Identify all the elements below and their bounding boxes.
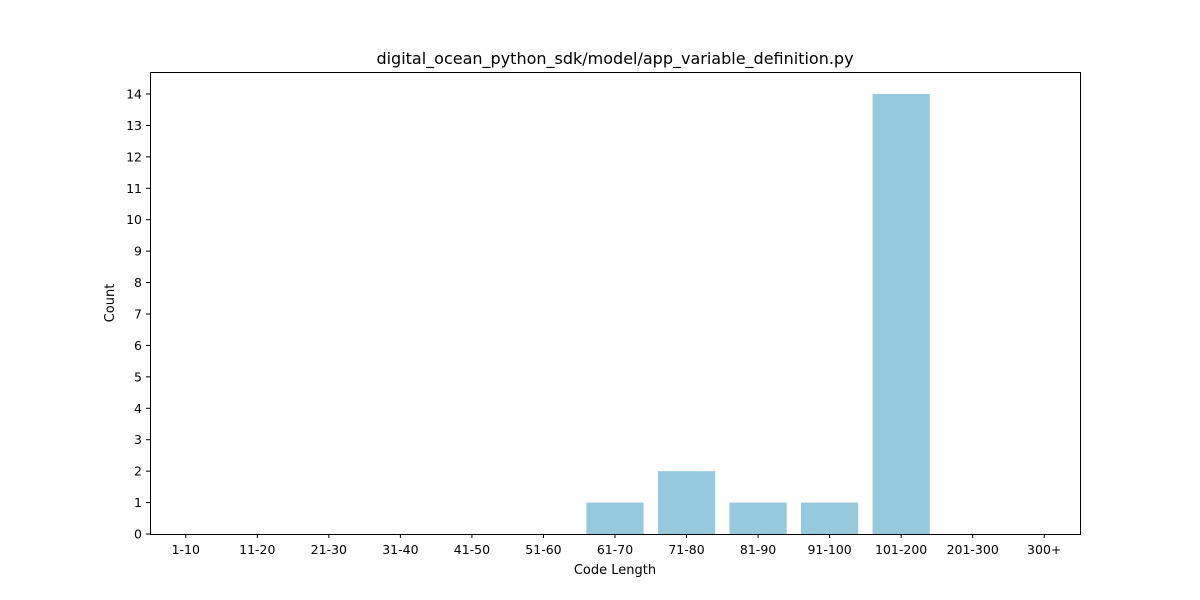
- y-tick-label: 3: [134, 432, 142, 447]
- x-tick-label: 81-90: [740, 542, 776, 557]
- bar-101-200: [872, 94, 930, 534]
- x-tick-label: 201-300: [947, 542, 999, 557]
- x-tick-label: 61-70: [597, 542, 633, 557]
- y-tick-label: 2: [134, 464, 142, 479]
- y-axis-label: Count: [103, 284, 118, 323]
- y-tick-label: 7: [134, 307, 142, 322]
- y-tick-label: 12: [126, 149, 142, 164]
- x-axis-ticks: 1-10 11-20 21-30 31-40 41-50 51-60 61-70 71-80 8…: [172, 534, 1061, 557]
- x-tick-label: 11-20: [239, 542, 275, 557]
- x-tick-label: 101-200: [875, 542, 927, 557]
- bar-71-80: [657, 471, 716, 534]
- y-tick-label: 13: [126, 118, 142, 133]
- x-tick-label: 41-50: [454, 542, 490, 557]
- y-tick-label: 1: [134, 495, 142, 510]
- x-tick-label: 71-80: [668, 542, 704, 557]
- y-tick-label: 11: [126, 181, 142, 196]
- y-tick-label: 8: [134, 275, 142, 290]
- bar-91-100: [801, 502, 859, 534]
- x-axis-label: Code Length: [574, 563, 656, 578]
- x-tick-label: 91-100: [807, 542, 851, 557]
- bar-81-90: [729, 502, 787, 534]
- y-tick-label: 10: [126, 212, 142, 227]
- y-tick-label: 5: [134, 369, 142, 384]
- y-tick-label: 6: [134, 338, 142, 353]
- plot-area-frame: [150, 72, 1081, 535]
- bars-group: [586, 94, 930, 534]
- x-tick-label: 31-40: [382, 542, 418, 557]
- x-tick-label: 1-10: [172, 542, 200, 557]
- x-tick-label: 21-30: [311, 542, 347, 557]
- y-tick-label: 4: [134, 401, 142, 416]
- y-tick-label: 14: [126, 87, 142, 102]
- x-tick-label: 51-60: [525, 542, 561, 557]
- y-tick-label: 9: [134, 244, 142, 259]
- bar-61-70: [586, 502, 644, 534]
- chart-title: digital_ocean_python_sdk/model/app_varia…: [376, 49, 853, 69]
- x-tick-label: 300+: [1027, 542, 1061, 557]
- y-tick-label: 0: [134, 527, 142, 542]
